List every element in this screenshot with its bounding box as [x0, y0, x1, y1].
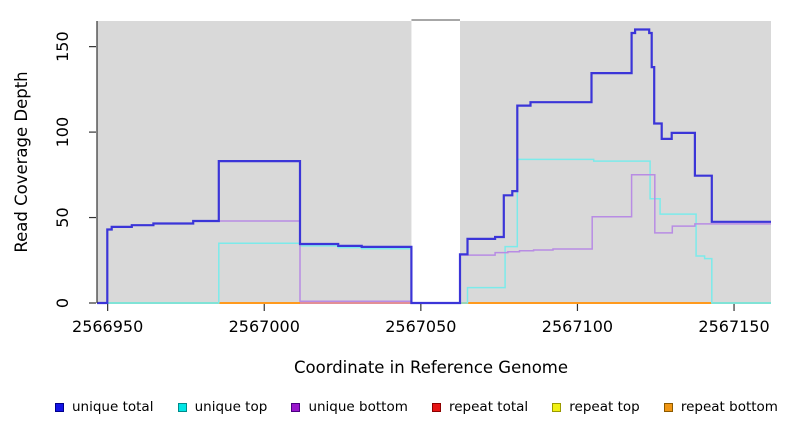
- legend-label: unique bottom: [308, 399, 408, 415]
- legend-label: repeat total: [448, 399, 529, 415]
- x-axis-title: Coordinate in Reference Genome: [294, 358, 568, 377]
- legend-label: unique total: [72, 399, 154, 415]
- x-tick-label: 2567150: [698, 317, 769, 336]
- legend-item-repeat-total: repeat total: [431, 399, 529, 415]
- chart-legend: unique total unique top unique bottom repea…: [55, 399, 778, 415]
- coverage-chart: 2566950 2567000 2567050 2567100 2567150 0 50 10…: [12, 19, 771, 377]
- y-tick-label: 0: [53, 298, 72, 308]
- legend-item-unique-top: unique top: [177, 399, 268, 415]
- legend-swatch-icon: [663, 402, 673, 412]
- legend-item-unique-bottom: unique bottom: [291, 399, 408, 415]
- x-tick-label: 2567100: [542, 317, 613, 336]
- y-tick-label: 100: [53, 117, 72, 148]
- x-tick-label: 2567000: [229, 317, 300, 336]
- legend-swatch-icon: [55, 402, 64, 412]
- y-axis-title: Read Coverage Depth: [12, 71, 31, 252]
- y-tick-label: 150: [53, 31, 72, 62]
- series-line-unique-top: [97, 158, 771, 304]
- masked-region: [411, 20, 460, 303]
- legend-swatch-icon: [291, 402, 301, 412]
- legend-item-repeat-top: repeat top: [552, 399, 640, 415]
- legend-swatch-icon: [552, 402, 562, 412]
- legend-label: unique top: [194, 399, 268, 415]
- legend-label: repeat top: [569, 399, 640, 415]
- legend-label: repeat bottom: [680, 399, 778, 415]
- legend-swatch-icon: [431, 402, 441, 412]
- y-tick-label: 50: [53, 207, 72, 227]
- legend-item-unique-total: unique total: [55, 399, 153, 415]
- x-tick-label: 2566950: [72, 317, 143, 336]
- series-line-unique-total: [97, 28, 771, 305]
- x-tick-label: 2567050: [385, 317, 456, 336]
- legend-item-repeat-bottom: repeat bottom: [663, 399, 778, 415]
- legend-swatch-icon: [177, 402, 187, 412]
